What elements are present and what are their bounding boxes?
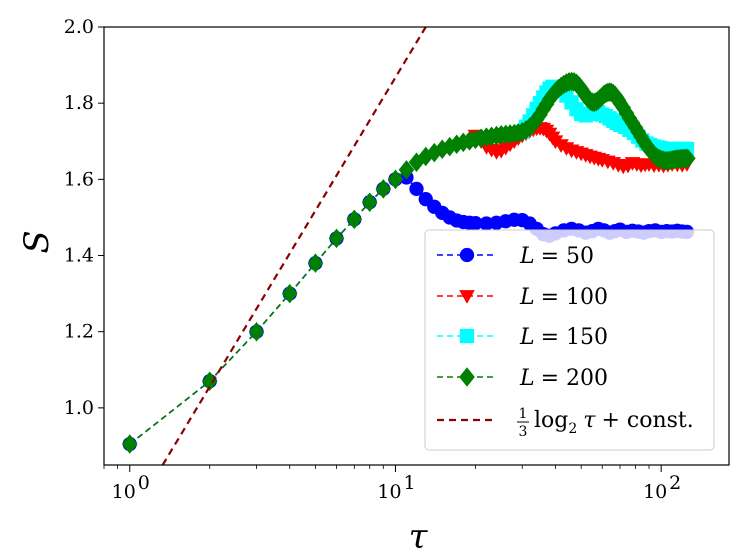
- axes-frame: [103, 26, 730, 466]
- legend-handle-4: [437, 367, 497, 387]
- x-tick-label: 10: [643, 481, 667, 503]
- fit-fraction-den: 3: [519, 424, 528, 440]
- x-tick-exponent: 2: [669, 472, 681, 494]
- x-tick-exponent: 1: [403, 472, 415, 494]
- legend-handle-1: [437, 247, 497, 263]
- data-point: [346, 209, 363, 230]
- y-tick-label: 1.4: [64, 245, 94, 267]
- data-point: [468, 215, 483, 231]
- legend-label-5: 1 3 log2 τ + const.: [517, 406, 694, 440]
- legend: L = 50 L = 100 L = 150 L = 200 1 3 log2 τ + co…: [424, 229, 715, 451]
- series-5: [161, 27, 427, 465]
- legend-label-1: L = 50: [519, 244, 594, 269]
- x-tick-exponent: 0: [138, 472, 150, 494]
- legend-marker: [459, 328, 475, 344]
- series-clip-group: [121, 27, 696, 465]
- legend-entries: [437, 247, 497, 422]
- data-point: [307, 253, 324, 273]
- y-axis-label: S: [17, 230, 57, 253]
- legend-handle-3: [437, 328, 497, 344]
- series-4: [121, 71, 696, 454]
- y-tick-label: 1.6: [64, 168, 94, 190]
- legend-marker: [459, 247, 475, 263]
- data-point: [375, 179, 392, 199]
- legend-label-4: L = 200: [519, 366, 608, 391]
- data-point: [121, 434, 138, 454]
- x-tick-label: 10: [112, 481, 136, 503]
- series-layer: [121, 27, 696, 465]
- legend-label-3: L = 150: [519, 325, 608, 350]
- legend-marker: [459, 367, 475, 387]
- data-point: [281, 283, 298, 304]
- fit-fraction-num: 1: [519, 406, 528, 422]
- y-tick-label: 1.2: [64, 321, 94, 343]
- x-tick-label: 10: [377, 481, 401, 503]
- legend-marker: [459, 290, 475, 304]
- fit-formula: log2 τ + const.: [534, 408, 694, 437]
- legend-label-2: L = 100: [519, 285, 608, 310]
- y-tick-label: 2.0: [64, 16, 94, 38]
- data-point: [680, 148, 696, 169]
- legend-handle-2: [437, 290, 497, 304]
- fit-line: [161, 27, 427, 465]
- data-point: [201, 371, 218, 391]
- data-point: [409, 181, 424, 197]
- data-point: [398, 160, 415, 180]
- data-point: [361, 192, 378, 212]
- data-point: [387, 169, 404, 190]
- data-point: [248, 321, 265, 342]
- y-tick-label: 1.8: [64, 92, 94, 114]
- legend-box: [424, 229, 715, 451]
- data-point: [328, 228, 345, 249]
- ticks-layer: 1.01.21.41.61.82.010 0 10 1 10 2: [64, 16, 681, 503]
- y-tick-label: 1.0: [64, 397, 94, 419]
- x-axis-label: τ: [409, 517, 429, 557]
